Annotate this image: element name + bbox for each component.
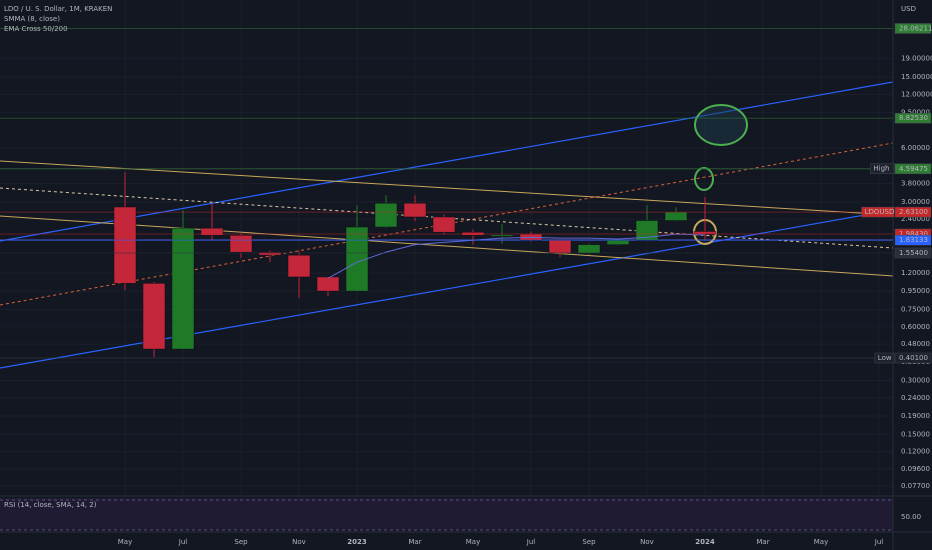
candle-body bbox=[113, 206, 137, 284]
price-label: 1.98430 bbox=[899, 230, 928, 238]
y-tick-label: 0.15000 bbox=[901, 430, 930, 438]
y-tick-label: 0.75000 bbox=[901, 305, 930, 313]
candle-body bbox=[374, 202, 398, 228]
price-label-name: High bbox=[873, 165, 889, 173]
y-tick-label: 3.00000 bbox=[901, 198, 930, 206]
y-tick-label: 0.95000 bbox=[901, 287, 930, 295]
resistance-line bbox=[0, 160, 894, 216]
price-label-box bbox=[894, 112, 932, 124]
candle-body bbox=[577, 244, 601, 254]
indicator-label: SMMA (8, close) bbox=[4, 15, 60, 23]
y-tick-label: 0.60000 bbox=[901, 323, 930, 331]
price-label: 4.59475 bbox=[899, 165, 928, 173]
dashed-rising-line bbox=[0, 142, 894, 306]
y-tick-label: 0.24000 bbox=[901, 394, 930, 402]
x-tick-label: Jul bbox=[874, 538, 884, 546]
candle-body bbox=[432, 216, 456, 233]
labels: 19.00000 15.00000 12.00000 9.50000 6.00000 3.… bbox=[118, 23, 932, 546]
y-tick-label: 0.09600 bbox=[901, 465, 930, 473]
candle-body bbox=[316, 276, 340, 292]
price-label: 28.06211 bbox=[899, 24, 932, 32]
price-label: 8.82530 bbox=[899, 114, 928, 122]
x-tick-label: Jul bbox=[178, 538, 188, 546]
indicator-label: EMA Cross 50/200 bbox=[4, 25, 68, 33]
price-label-name: Low bbox=[878, 354, 892, 362]
price-label-box bbox=[894, 247, 932, 259]
price-label: 0.40100 bbox=[899, 354, 928, 362]
rsi-label: RSI (14, close, SMA, 14, 2) bbox=[4, 501, 97, 509]
price-label-name-box bbox=[870, 163, 895, 174]
x-tick-label: Nov bbox=[292, 538, 306, 546]
candle-body bbox=[606, 240, 630, 245]
y-tick-label: 15.00000 bbox=[901, 73, 932, 81]
price-label: 1.55400 bbox=[899, 249, 928, 257]
y-tick-label: 3.80000 bbox=[901, 180, 930, 188]
price-label-box bbox=[894, 163, 932, 175]
smma-line bbox=[327, 233, 706, 279]
price-label: 2.63100 bbox=[899, 208, 928, 216]
rsi-tick-label: 50.00 bbox=[901, 513, 921, 521]
y-tick-label: 6.00000 bbox=[901, 144, 930, 152]
candle-body bbox=[345, 226, 369, 292]
channel-upper bbox=[0, 81, 894, 242]
price-label: 1.83133 bbox=[899, 236, 928, 244]
candle-body bbox=[403, 202, 427, 218]
x-tick-label: May bbox=[814, 538, 828, 546]
x-tick-label: Sep bbox=[234, 538, 248, 546]
x-tick-label: May bbox=[118, 538, 132, 546]
support-line bbox=[0, 215, 894, 277]
y-tick-label: 1.20000 bbox=[901, 269, 930, 277]
y-tick-label: 9.50000 bbox=[901, 108, 930, 116]
price-label-name-box bbox=[861, 206, 895, 218]
candle-body bbox=[548, 240, 572, 254]
dashed-falling-line bbox=[0, 187, 894, 249]
rsi-pane bbox=[0, 498, 893, 530]
currency-label: USD bbox=[901, 5, 916, 13]
candle-body bbox=[490, 234, 514, 237]
y-tick-label: 0.07700 bbox=[901, 482, 930, 490]
price-label-name: LDOUSD bbox=[865, 208, 895, 216]
candles bbox=[0, 28, 893, 515]
x-tick-label: May bbox=[466, 538, 480, 546]
x-tick-label: Mar bbox=[408, 538, 421, 546]
price-label-box bbox=[894, 23, 932, 34]
y-tick-label: 0.19000 bbox=[901, 412, 930, 420]
x-tick-label: 2024 bbox=[695, 538, 715, 546]
y-tick-label: 12.00000 bbox=[901, 90, 932, 98]
x-tick-label: Sep bbox=[582, 538, 596, 546]
x-tick-label: Nov bbox=[640, 538, 654, 546]
y-tick-label: 2.40000 bbox=[901, 215, 930, 223]
candle-body bbox=[171, 227, 195, 350]
candle-body bbox=[287, 254, 311, 278]
x-tick-label: Jul bbox=[526, 538, 536, 546]
candle-body bbox=[200, 227, 224, 236]
price-label-box bbox=[894, 234, 932, 246]
price-label-box bbox=[894, 206, 932, 218]
y-tick-label: 0.30000 bbox=[901, 377, 930, 385]
target-circle bbox=[694, 104, 748, 146]
price-label-name-box bbox=[874, 352, 895, 364]
x-tick-label: Mar bbox=[756, 538, 769, 546]
chart-title: LDO / U. S. Dollar, 1M, KRAKEN bbox=[4, 5, 112, 13]
candle-body bbox=[142, 283, 166, 350]
x-tick-label: 2023 bbox=[347, 538, 367, 546]
target-circle bbox=[694, 167, 714, 191]
candle-body bbox=[258, 251, 282, 256]
candle-body bbox=[664, 211, 688, 221]
price-label-box bbox=[894, 352, 932, 364]
y-tick-label: 0.48000 bbox=[901, 340, 930, 348]
y-tick-label: 0.12000 bbox=[901, 448, 930, 456]
candle-body bbox=[229, 235, 253, 253]
y-tick-label: 19.00000 bbox=[901, 55, 932, 63]
